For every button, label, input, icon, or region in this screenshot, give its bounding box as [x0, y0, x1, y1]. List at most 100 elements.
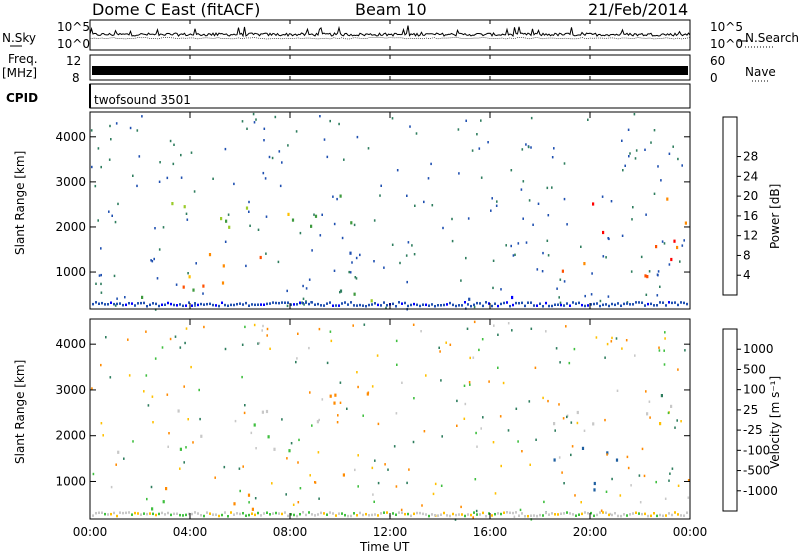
echo-cell [658, 346, 660, 349]
echo-cell [192, 441, 194, 444]
echo-cell [530, 301, 532, 304]
echo-cell [634, 157, 637, 160]
echo-cell [431, 204, 434, 207]
echo-cell [640, 255, 643, 259]
echo-cell [164, 513, 166, 516]
echo-cell [347, 514, 349, 518]
echo-cell [680, 514, 682, 517]
echo-cell [608, 304, 610, 308]
echo-cell [333, 269, 336, 272]
echo-cell [584, 304, 586, 308]
echo-cell [329, 394, 332, 398]
echo-cell [248, 200, 250, 204]
echo-cell [611, 302, 613, 306]
echo-cell [551, 304, 553, 308]
echo-cell [572, 513, 574, 516]
echo-cell [262, 171, 265, 175]
echo-cell [180, 176, 183, 179]
echo-cell [107, 513, 109, 516]
velocity-colorbar-frame [722, 328, 738, 512]
velocity-colorbar-tick-label: -100 [743, 443, 770, 457]
echo-cell [676, 245, 679, 250]
echo-cell [395, 412, 398, 415]
echo-cell [278, 512, 280, 515]
echo-cell [95, 282, 97, 285]
echo-cell [606, 453, 608, 456]
echo-cell [478, 147, 481, 150]
echo-cell [94, 184, 97, 188]
echo-cell [674, 301, 676, 304]
echo-cell [583, 429, 586, 432]
echo-cell [570, 453, 572, 457]
echo-cell [644, 304, 646, 307]
y-tick-label: 2000 [55, 220, 86, 234]
echo-cell [257, 342, 259, 345]
echo-cell [367, 391, 370, 394]
echo-cell [663, 363, 666, 366]
echo-cell [367, 147, 370, 150]
echo-cell [667, 411, 670, 415]
echo-cell [212, 513, 214, 516]
echo-cell [605, 256, 607, 259]
echo-cell [151, 260, 154, 263]
echo-cell [451, 217, 453, 221]
echo-cell [470, 304, 472, 308]
echo-cell [186, 218, 189, 221]
echo-cell [491, 304, 493, 308]
velocity-echo-layer [91, 320, 690, 521]
echo-cell [517, 440, 519, 443]
noise-tick-low-left: 10^0 [57, 37, 90, 51]
echo-cell [173, 143, 175, 146]
echo-cell [143, 390, 145, 393]
echo-cell [374, 513, 376, 516]
echo-cell [185, 327, 188, 330]
echo-cell [100, 282, 102, 286]
echo-cell [644, 148, 646, 151]
echo-cell [338, 304, 340, 307]
echo-cell [615, 458, 619, 462]
echo-cell [238, 467, 241, 470]
echo-cell [503, 301, 505, 305]
echo-cell [455, 513, 457, 517]
echo-cell [248, 501, 250, 504]
echo-cell [185, 513, 187, 517]
echo-cell [98, 511, 100, 515]
echo-cell [100, 273, 102, 277]
echo-cell [425, 303, 427, 307]
echo-cell [440, 513, 442, 516]
echo-cell [461, 513, 463, 516]
echo-cell [614, 303, 616, 307]
echo-cell [628, 155, 630, 158]
echo-cell [412, 440, 415, 444]
echo-cell [454, 518, 457, 521]
echo-cell [539, 513, 541, 517]
echo-cell [641, 447, 644, 451]
echo-cell [569, 512, 571, 515]
echo-cell [145, 330, 147, 333]
echo-cell [146, 512, 148, 516]
echo-cell [206, 511, 208, 514]
echo-cell [533, 304, 535, 307]
echo-cell [338, 122, 340, 126]
echo-cell [506, 301, 508, 304]
echo-cell [318, 497, 320, 500]
echo-cell [233, 303, 235, 307]
power-colorbar-tick-label: 24 [743, 169, 758, 183]
echo-cell [407, 304, 409, 308]
echo-cell [380, 512, 382, 515]
echo-cell [656, 514, 658, 518]
echo-cell [275, 301, 277, 305]
echo-cell [286, 304, 289, 308]
echo-cell [655, 480, 657, 484]
echo-cell [260, 303, 262, 306]
echo-cell [666, 197, 669, 201]
echo-cell [233, 513, 235, 516]
echo-cell [405, 254, 408, 257]
echo-cell [485, 514, 487, 518]
echo-cell [158, 304, 160, 308]
echo-cell [650, 302, 652, 306]
echo-cell [630, 484, 632, 487]
echo-cell [555, 347, 558, 350]
echo-cell [202, 284, 205, 288]
echo-cell [573, 347, 576, 351]
